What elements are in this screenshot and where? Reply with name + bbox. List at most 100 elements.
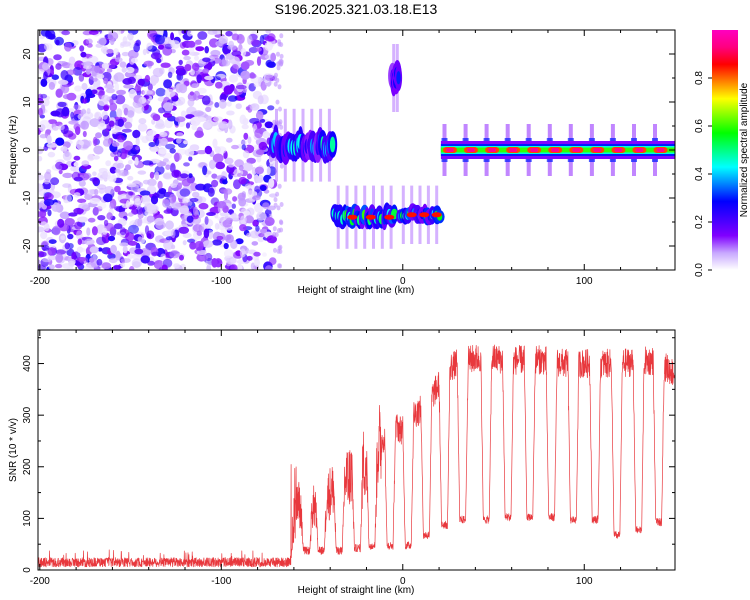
snr-y-tick-label: 200	[22, 458, 33, 475]
heatmap-cell	[242, 162, 253, 172]
heatmap-cell	[150, 195, 159, 205]
heatmap-cell	[169, 148, 176, 154]
heatmap-cell	[239, 248, 246, 258]
heatmap-cell	[114, 82, 119, 93]
heatmap-cell	[264, 265, 273, 270]
heatmap-cell	[237, 173, 242, 177]
heatmap-cell	[192, 191, 200, 198]
heatmap-cell	[160, 253, 167, 261]
heatmap-cell	[137, 123, 148, 132]
spectrogram-image	[38, 30, 675, 270]
heatmap-cell	[239, 114, 247, 125]
heatmap-cell	[73, 104, 81, 110]
heatmap-cell	[268, 178, 275, 189]
heatmap-cell	[247, 190, 254, 199]
heatmap-cell	[58, 169, 63, 175]
heatmap-cell	[47, 247, 56, 256]
colorbar-tick-label: 0.2	[694, 215, 705, 229]
heatmap-cell	[174, 116, 186, 123]
snr-y-tick-label: 100	[22, 510, 33, 527]
snr-panel: -200 -100 0 100 0 100 200 300 400 Height of stra…	[8, 329, 676, 596]
heatmap-cell	[277, 183, 282, 189]
heatmap-cell	[134, 197, 142, 206]
heatmap-cell	[223, 188, 233, 195]
heatmap-cell	[253, 251, 261, 257]
heatmap-cell	[128, 191, 134, 196]
heatmap-cell	[131, 258, 142, 269]
heatmap-cell	[73, 162, 79, 167]
heatmap-cell	[79, 45, 85, 52]
heatmap-cell	[187, 98, 195, 107]
heatmap-cell	[260, 228, 268, 234]
heatmap-cell	[146, 233, 152, 239]
heatmap-cell	[50, 177, 60, 186]
heatmap-cell	[162, 112, 173, 118]
heatmap-cell	[55, 137, 65, 146]
heatmap-cell	[530, 148, 539, 152]
heatmap-cell	[160, 137, 168, 147]
heatmap-cell	[87, 153, 95, 162]
heatmap-cell	[89, 118, 100, 128]
heatmap-cell	[139, 190, 151, 196]
heatmap-cell	[279, 33, 284, 39]
colorbar-label: Normalized spectral amplitude	[739, 82, 750, 217]
heatmap-cell	[47, 151, 56, 158]
heatmap-cell	[47, 209, 52, 217]
heatmap-cell	[109, 109, 117, 120]
heatmap-cell	[188, 156, 193, 162]
heatmap-cell	[44, 192, 54, 201]
spectrogram-x-tick-label: -200	[30, 276, 50, 287]
heatmap-cell	[247, 136, 252, 144]
heatmap-cell	[275, 99, 280, 105]
heatmap-cell	[187, 147, 194, 158]
heatmap-cell	[169, 250, 180, 259]
heatmap-cell	[384, 214, 395, 220]
heatmap-cell	[255, 225, 260, 232]
heatmap-cell	[132, 129, 141, 139]
heatmap-cell	[215, 40, 224, 47]
heatmap-cell	[48, 264, 55, 270]
heatmap-cell	[212, 138, 218, 149]
heatmap-cell	[419, 212, 430, 218]
heatmap-cell	[53, 54, 62, 61]
heatmap-cell	[154, 138, 160, 147]
heatmap-cell	[95, 132, 102, 139]
heatmap-cell	[42, 62, 50, 71]
heatmap-cell	[266, 166, 271, 176]
heatmap-cell	[235, 103, 242, 110]
heatmap-cell	[265, 30, 271, 34]
heatmap-cell	[195, 46, 205, 52]
heatmap-cell	[198, 202, 209, 210]
heatmap-cell	[44, 171, 52, 182]
heatmap-cell	[246, 173, 253, 180]
heatmap-cell	[246, 255, 253, 261]
heatmap-cell	[178, 59, 183, 66]
heatmap-cell	[207, 30, 218, 35]
heatmap-cell	[153, 260, 165, 270]
snr-x-tick-label: 0	[400, 576, 406, 587]
heatmap-cell	[248, 47, 258, 54]
heatmap-cell	[123, 140, 134, 151]
heatmap-cell	[70, 111, 75, 119]
heatmap-cell	[227, 163, 235, 168]
heatmap-cell	[70, 166, 77, 172]
heatmap-cell	[61, 30, 71, 36]
spectrogram-y-label: Frequency (Hz)	[8, 116, 19, 185]
heatmap-cell	[210, 49, 221, 57]
heatmap-cell	[593, 148, 602, 152]
heatmap-cell	[231, 50, 242, 57]
snr-axes: -200 -100 0 100 0 100 200 300 400	[22, 330, 675, 587]
heatmap-cell	[98, 98, 108, 106]
heatmap-cell	[138, 118, 147, 125]
heatmap-cell	[55, 161, 64, 170]
heatmap-cell	[204, 145, 213, 155]
heatmap-cell	[204, 46, 209, 54]
heatmap-cell	[93, 145, 104, 155]
heatmap-cell	[171, 228, 176, 239]
heatmap-cell	[240, 140, 248, 146]
heatmap-cell	[87, 217, 96, 223]
heatmap-cell	[159, 161, 167, 167]
heatmap-cell	[67, 233, 74, 240]
heatmap-cell	[115, 250, 121, 261]
